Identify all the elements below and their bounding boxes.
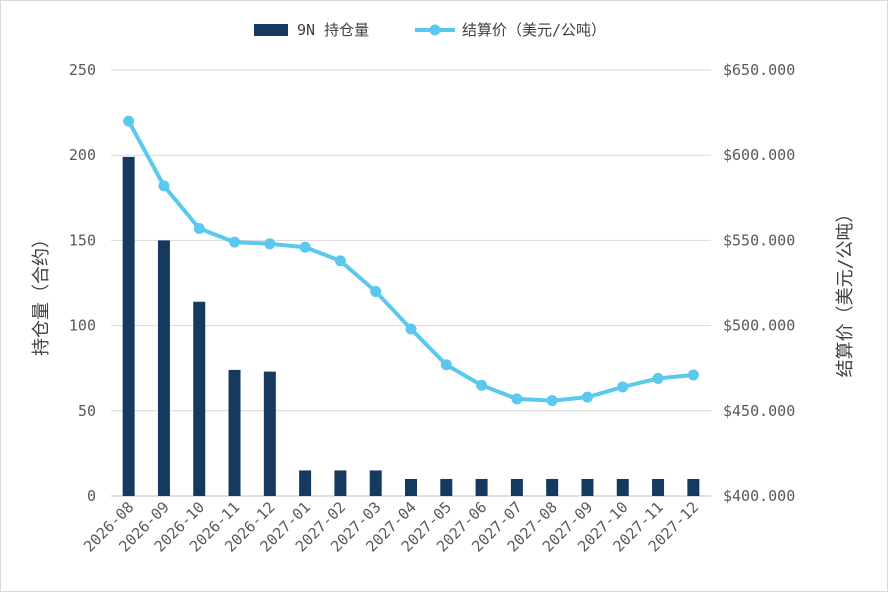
bar [369,470,382,496]
price-point [193,222,205,234]
bar [405,478,417,496]
bar [157,240,170,496]
bar [334,470,347,496]
right-tick-label: $650.000 [723,61,795,79]
right-axis-title: 结算价（美元/公吨） [835,205,856,378]
price-point [581,391,593,403]
legend-line-marker [429,24,441,36]
bar [687,478,700,496]
bar [581,478,594,496]
price-point [334,255,346,267]
bar [652,478,665,496]
axis-ticks: 0 50 100 150 200 250 $400.000 $450.000 $500.000 $… [69,61,795,556]
legend: 9N 持仓量 结算价（美元/公吨） [254,21,606,39]
price-point [370,286,382,298]
price-point [229,236,241,248]
legend-line-label: 结算价（美元/公吨） [462,21,606,39]
bar [546,478,559,496]
bar [475,478,488,496]
line-series [123,115,699,407]
left-tick-label: 150 [69,231,96,249]
left-tick-label: 200 [69,146,96,164]
price-point [264,238,276,250]
right-tick-label: $450.000 [723,402,795,420]
right-tick-label: $500.000 [723,317,795,335]
price-point [123,115,135,127]
right-tick-label: $550.000 [723,231,795,249]
bar [510,478,523,496]
bar-series [122,156,700,497]
price-point [299,241,311,253]
left-tick-label: 100 [69,317,96,335]
left-tick-label: 0 [87,487,96,505]
legend-bar-swatch [254,24,288,36]
left-tick-label: 250 [69,61,96,79]
price-point [158,180,170,192]
price-point [652,372,664,384]
bar [263,371,276,496]
bar [228,369,241,496]
price-point [440,359,452,371]
price-point [405,323,417,335]
bar [122,156,135,497]
price-point [546,395,558,407]
bar [299,470,312,496]
price-point [476,379,488,391]
bar [193,301,206,496]
left-axis-title: 持仓量（合约） [31,230,52,356]
right-tick-label: $400.000 [723,487,795,505]
legend-bar-label: 9N 持仓量 [297,21,369,39]
price-point [617,381,629,393]
left-tick-label: 50 [78,402,96,420]
price-point [687,369,699,381]
bar [440,478,453,496]
right-tick-label: $600.000 [723,146,795,164]
price-line [126,120,694,403]
price-point [511,393,523,405]
bar [616,478,629,496]
